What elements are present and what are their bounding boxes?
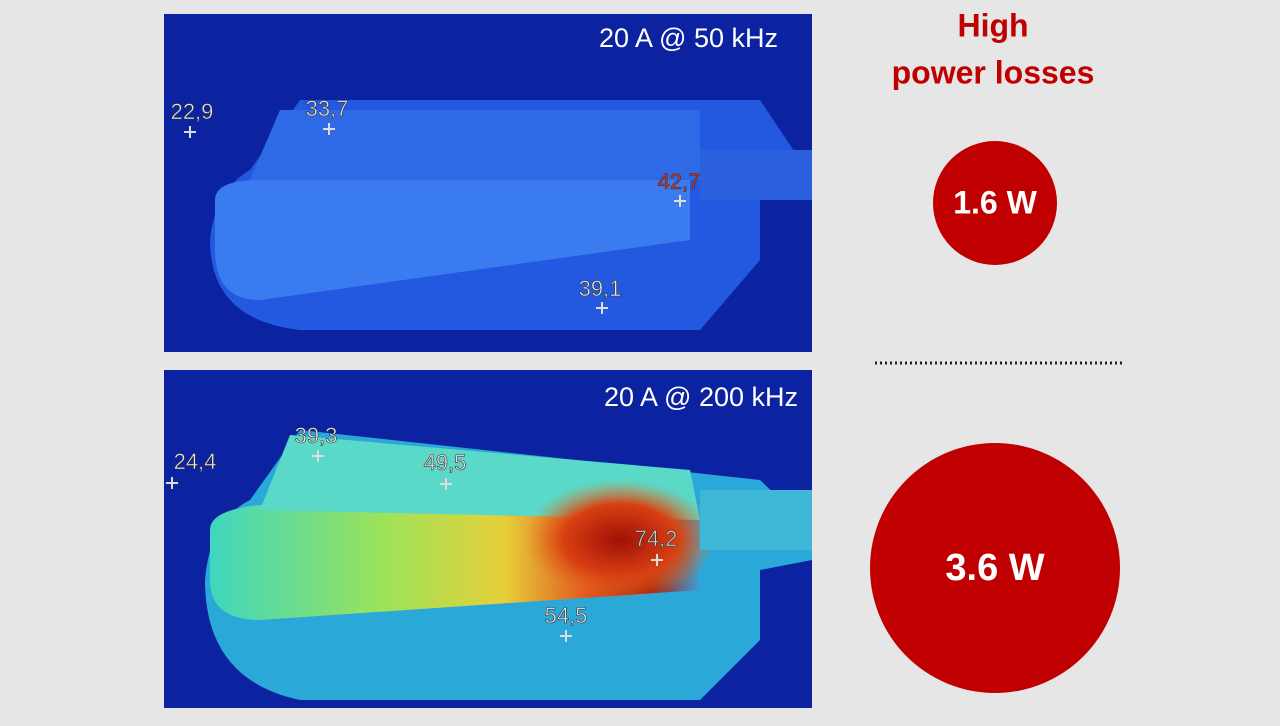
measurement-cross <box>560 630 572 642</box>
temperature-label: 24,4 <box>174 449 217 474</box>
temperature-label: 49,5 <box>424 450 467 475</box>
measurement-cross <box>440 478 452 490</box>
measurement-cross <box>312 450 324 462</box>
measurement-cross <box>323 123 335 135</box>
thermal-image-2 <box>164 370 812 708</box>
title: power losses <box>892 54 1095 90</box>
temperature-label: 39,1 <box>579 276 622 301</box>
temperature-label: 54,5 <box>545 603 588 628</box>
temperature-label: 22,9 <box>171 99 214 124</box>
panel-label: 20 A @ 50 kHz <box>599 23 778 53</box>
measurement-cross <box>596 302 608 314</box>
panel-label: 20 A @ 200 kHz <box>604 382 798 412</box>
temperature-label: 39,3 <box>295 423 338 448</box>
measurement-cross <box>166 477 178 489</box>
temperature-label: 74,2 <box>635 526 678 551</box>
measurement-cross <box>651 554 663 566</box>
temperature-label: 33,7 <box>306 96 349 121</box>
loss-circle <box>933 141 1057 265</box>
measurement-cross <box>674 195 686 207</box>
loss-value: 1.6 W <box>953 184 1037 220</box>
loss-circle <box>870 443 1120 693</box>
temperature-label: 42,7 <box>658 169 701 194</box>
thermal-image-1 <box>164 14 812 352</box>
measurement-cross <box>184 126 196 138</box>
title: High <box>957 7 1028 43</box>
loss-value: 3.6 W <box>945 547 1044 589</box>
